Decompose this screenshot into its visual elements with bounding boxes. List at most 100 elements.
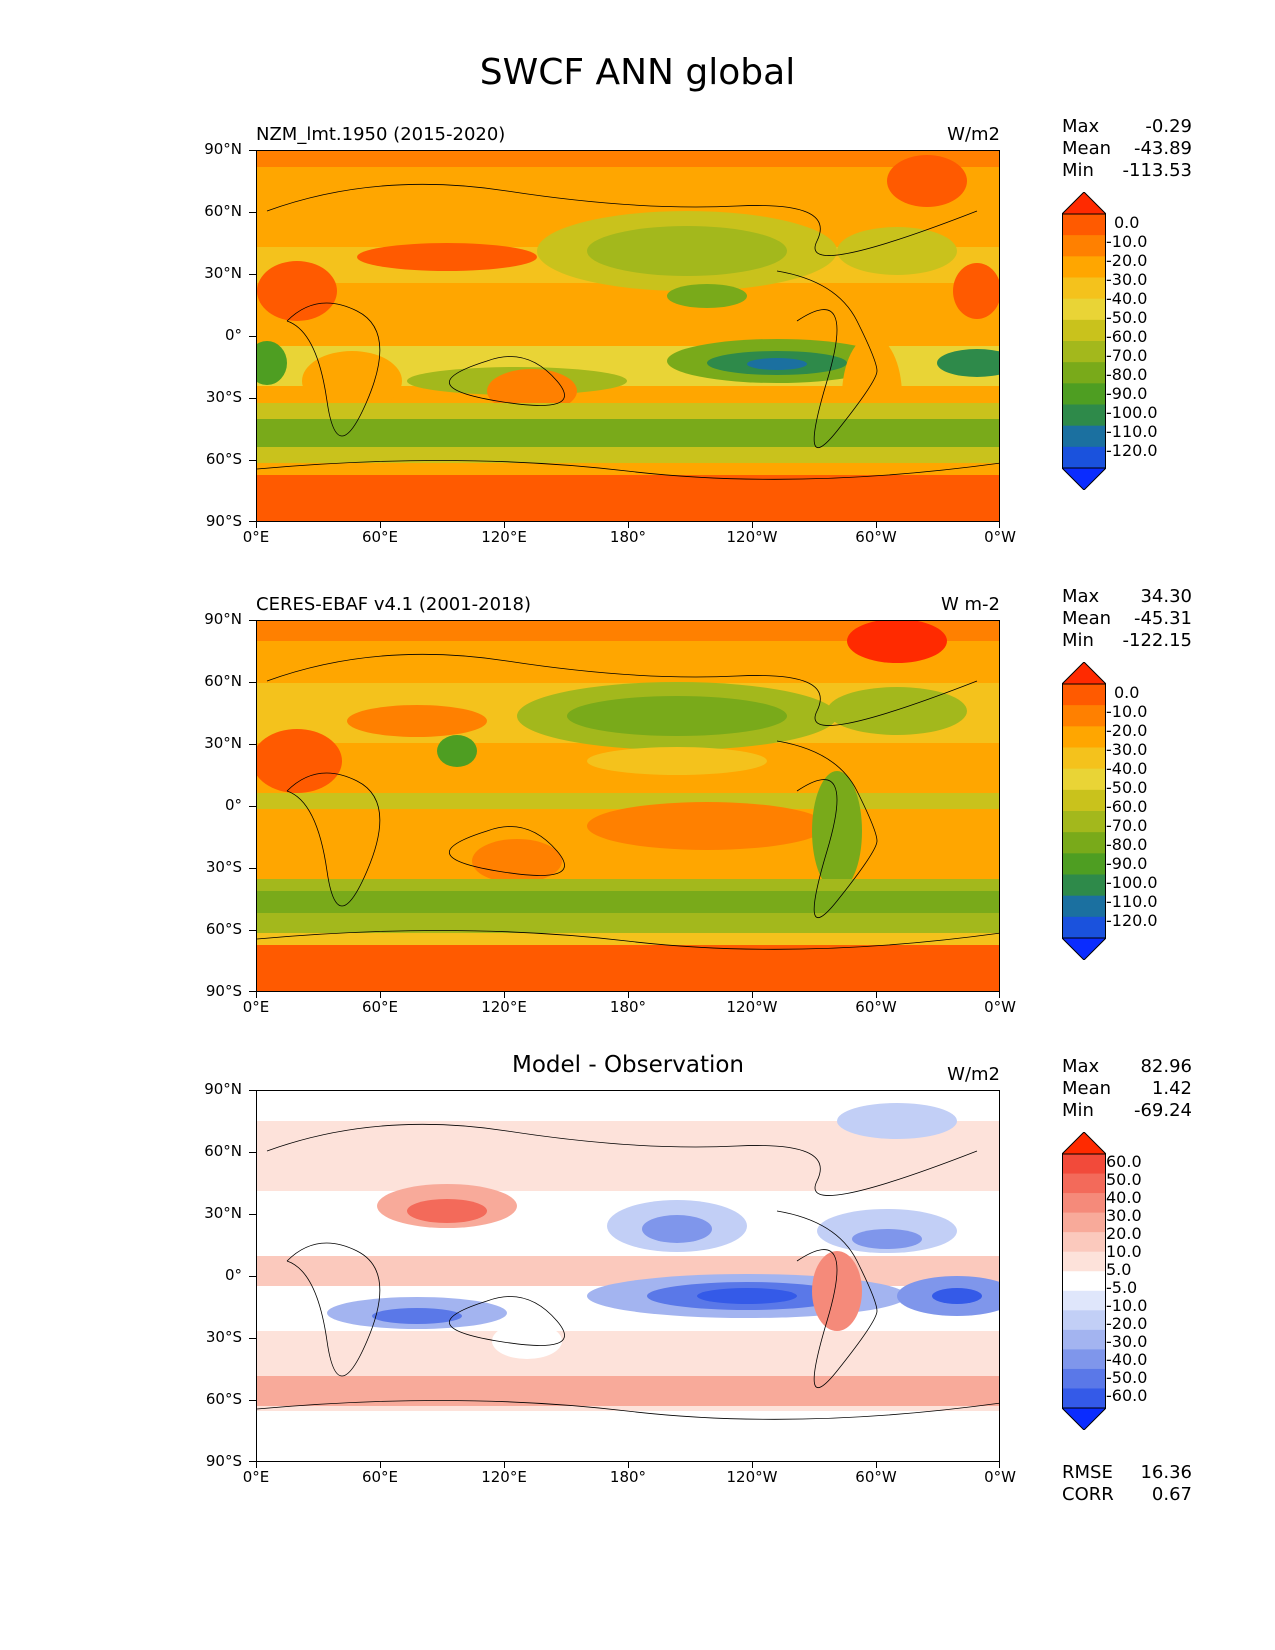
colorbar-tick-label: 30.0 [1106,1206,1142,1225]
colorbar-tick-label: -90.0 [1106,854,1148,873]
colorbar-band [1062,1329,1106,1350]
lat-tick-label: 60°S [205,920,242,938]
lon-tick-label: 120°E [481,1468,527,1486]
lon-tick-mark [876,522,877,528]
lon-tick-mark [999,1462,1000,1468]
lon-tick-label: 60°E [361,1468,399,1486]
stat-label: Max [1062,586,1100,607]
colorbar-tick-label: 20.0 [1106,1224,1142,1243]
colorbar [1062,192,1106,490]
lon-tick-mark [504,1462,505,1468]
lon-tick-label: 180° [609,1468,647,1486]
colorbar-tick-label: -60.0 [1106,327,1148,346]
lat-tick-mark [249,868,256,869]
lat-tick-label: 30°S [205,858,242,876]
lat-tick-mark [249,398,256,399]
stat-label: Min [1062,160,1094,181]
lon-tick-label: 60°E [361,998,399,1016]
lon-tick-label: 180° [609,528,647,546]
colorbar-labels: 0.0 -10.0 -20.0 -30.0 -40.0 -50.0 -60.0 … [1106,192,1186,490]
colorbar-tick-label: -110.0 [1106,422,1158,441]
stat-label: Mean [1062,138,1112,159]
lat-tick-mark [249,991,256,992]
lon-tick-mark [999,522,1000,528]
lat-tick-label: 60°S [205,450,242,468]
colorbar-extend-top [1062,1132,1106,1155]
colorbar-band [1062,1251,1106,1272]
colorbar-tick-label: -50.0 [1106,1368,1148,1387]
lat-tick-label: 0° [224,326,242,344]
colorbar-labels: 0.0 -10.0 -20.0 -30.0 -40.0 -50.0 -60.0 … [1106,662,1186,960]
colorbar-band [1062,319,1106,342]
colorbar-tick-label: 60.0 [1106,1152,1142,1171]
colorbar-tick-label: 0.0 [1114,683,1140,702]
lat-tick-label: 90°N [204,610,242,628]
contour-map [257,1091,999,1461]
lat-tick-label: 90°S [205,1452,242,1470]
lat-tick-mark [249,1214,256,1215]
colorbar-tick-label: -80.0 [1106,365,1148,384]
panel-title: CERES-EBAF v4.1 (2001-2018) [256,594,532,615]
panel-title: Model - Observation [511,1052,745,1078]
panel-difference: Model - Observation W/m2 [0,1052,1275,1514]
colorbar-tick-label: -20.0 [1106,251,1148,270]
lat-tick-label: 30°S [205,1328,242,1346]
stat-label: Min [1062,630,1094,651]
lat-tick-label: 30°N [204,264,242,282]
lat-tick-label: 30°S [205,388,242,406]
colorbar-tick-label: -110.0 [1106,892,1158,911]
colorbar-labels: 60.0 50.0 40.0 30.0 20.0 10.0 5.0 -5.0 -… [1106,1132,1186,1430]
panel-units: W/m2 [947,1064,1000,1085]
colorbar-tick-label: -10.0 [1106,702,1148,721]
colorbar-band [1062,832,1106,854]
colorbar-band [1062,874,1106,897]
stat-label: Min [1062,1100,1094,1121]
stat-max: 82.96 [1140,1056,1192,1077]
panel-model: NZM_lmt.1950 (2015-2020) W/m2 [0,116,1275,574]
lon-tick-label: 60°W [855,998,897,1016]
lon-tick-label: 180° [609,998,647,1016]
lat-tick-mark [249,274,256,275]
lat-tick-mark [249,1461,256,1462]
lat-tick-mark [249,806,256,807]
colorbar-band [1062,916,1106,939]
lat-tick-label: 60°N [204,672,242,690]
colorbar-band [1062,1193,1106,1214]
colorbar-band [1062,362,1106,384]
colorbar-tick-label: -90.0 [1106,384,1148,403]
stat-mean: -45.31 [1133,608,1192,629]
stat-label: Max [1062,116,1100,137]
stat-label: Mean [1062,608,1112,629]
colorbar-tick-label: -50.0 [1106,778,1148,797]
lon-tick-mark [999,992,1000,998]
map-plot [256,1090,1000,1462]
colorbar-band [1062,425,1106,448]
lon-tick-label: 0°W [984,1468,1016,1486]
colorbar-tick-label: 5.0 [1106,1260,1132,1279]
colorbar-tick-label: -120.0 [1106,911,1158,930]
lon-tick-label: 0°W [984,528,1016,546]
panel-title: NZM_lmt.1950 (2015-2020) [256,124,506,145]
colorbar [1062,1132,1106,1430]
summary-stats: Max 82.96 Mean 1.42 Min -69.24 [1062,1056,1192,1122]
lon-tick-mark [752,1462,753,1468]
lon-tick-mark [256,522,257,528]
colorbar-band [1062,1368,1106,1389]
colorbar-tick-label: -80.0 [1106,835,1148,854]
stat-label: CORR [1062,1484,1114,1505]
colorbar-band [1062,1232,1106,1253]
colorbar-tick-label: -60.0 [1106,1386,1148,1405]
colorbar-tick-label: -70.0 [1106,346,1148,365]
lat-tick-mark [249,336,256,337]
lon-tick-label: 60°W [855,528,897,546]
lon-tick-label: 0°W [984,998,1016,1016]
colorbar-band [1062,446,1106,469]
lat-tick-mark [249,1400,256,1401]
colorbar-band [1062,1388,1106,1409]
lon-tick-mark [380,992,381,998]
stat-mean: -43.89 [1133,138,1192,159]
lon-tick-mark [752,992,753,998]
lat-tick-label: 0° [224,1266,242,1284]
lat-tick-mark [249,682,256,683]
colorbar-tick-label: 0.0 [1114,213,1140,232]
